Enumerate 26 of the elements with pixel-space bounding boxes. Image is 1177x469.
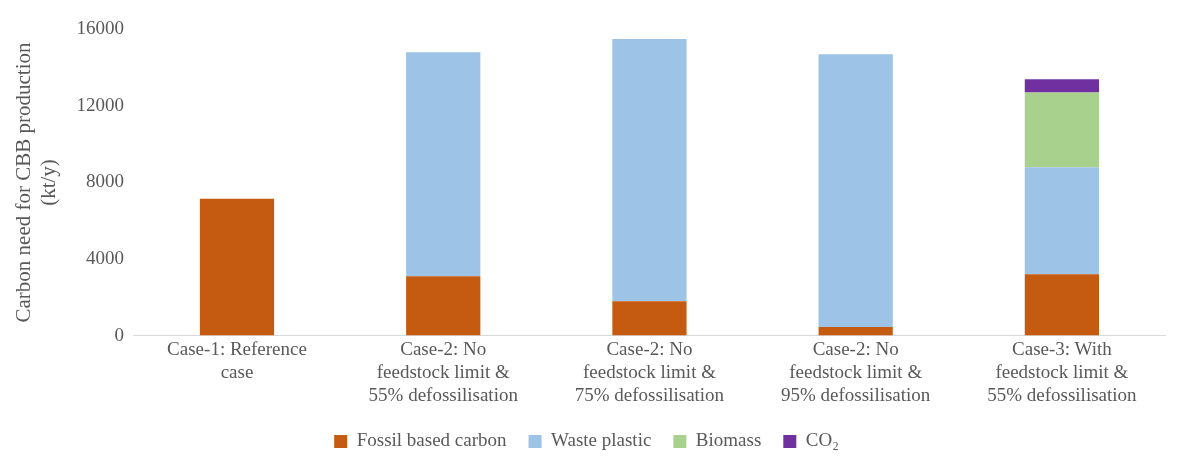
legend-label: Waste plastic: [551, 429, 652, 451]
bar: [818, 54, 893, 327]
y-tick-label: 12000: [76, 93, 124, 115]
y-axis-title: Carbon need for CBB production (kt/y): [11, 42, 61, 323]
y-tick-label: 8000: [85, 170, 124, 192]
bar: [406, 276, 481, 336]
bar: [1024, 92, 1100, 168]
y-tick-label: 16000: [76, 17, 124, 39]
bar: [1024, 167, 1100, 275]
x-tick-label: Case-2: No feedstock limit & 75% defossilisation: [574, 337, 725, 405]
bar: [1024, 274, 1100, 336]
x-tick-label: Case-2: No feedstock limit & 95% defossilisation: [780, 337, 931, 405]
bar: [612, 301, 687, 336]
bar: [818, 326, 893, 336]
bar: [1024, 79, 1100, 93]
legend-label: Biomass: [695, 429, 762, 451]
x-tick-label: Case-2: No feedstock limit & 55% defossilisation: [368, 337, 519, 405]
bar: [199, 198, 275, 336]
x-tick-label: Case-3: With feedstock limit & 55% defossilisation: [987, 337, 1138, 405]
legend-label: CO₂: [805, 429, 839, 451]
y-tick-label: 4000: [85, 247, 124, 269]
bar: [612, 38, 687, 302]
y-tick-label: 0: [114, 323, 124, 345]
legend-label: Fossil based carbon: [356, 429, 508, 451]
bar: [406, 52, 481, 277]
x-tick-label: Case-1: Reference case: [167, 337, 307, 382]
